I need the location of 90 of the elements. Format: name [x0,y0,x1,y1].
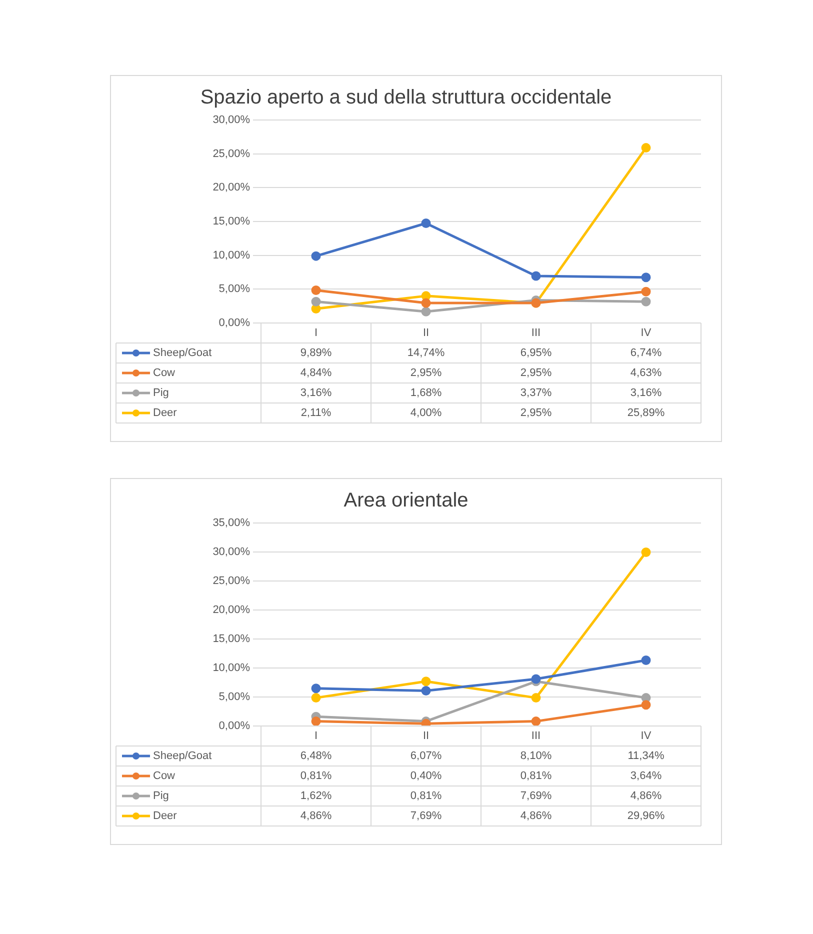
point [421,306,431,316]
point [531,693,541,703]
x-tick-label: III [531,730,541,742]
data-label: 0,81% [520,770,552,782]
data-label: 1,62% [300,790,332,802]
y-tick-label: 20,00% [212,182,250,194]
y-tick-label: 0,00% [218,317,250,330]
data-label: 4,86% [300,810,332,822]
data-label: 11,34% [628,750,664,762]
data-label: 6,48% [300,750,332,762]
legend-label: Cow [153,367,176,380]
data-label: 3,64% [630,770,662,782]
y-tick-label: 15,00% [212,216,250,228]
data-label: 0,40% [410,770,442,782]
x-tick-label: I [314,730,318,742]
y-tick-label: 10,00% [212,249,250,262]
point [311,693,321,703]
point [641,143,651,153]
data-label: 2,95% [410,367,442,380]
legend-label: Pig [153,790,169,802]
point [531,674,541,684]
chart-title: Spazio aperto a sud della struttura occidentale [200,86,612,109]
y-tick-label: 5,00% [218,283,250,296]
point [311,684,321,694]
y-tick-label: 20,00% [212,604,250,616]
data-label: 4,63% [630,367,662,380]
point [641,700,651,710]
legend-label: Deer [153,407,178,420]
legend-label: Deer [153,810,178,822]
data-label: 3,16% [630,387,662,400]
data-label: 4,86% [520,810,552,822]
data-label: 4,86% [630,790,662,802]
data-label: 6,95% [520,347,552,360]
data-label: 2,11% [300,407,332,420]
data-label: 2,95% [520,407,552,420]
y-tick-label: 5,00% [218,691,250,704]
point [421,298,431,308]
y-tick-label: 30,00% [212,114,250,126]
point [311,286,321,295]
point [421,291,431,301]
point [641,296,651,306]
point [641,272,651,282]
data-label: 7,69% [520,790,552,802]
y-tick-label: 35,00% [212,517,250,530]
point [311,304,321,314]
data-label: 3,16% [300,387,332,400]
point [641,286,651,296]
x-tick-label: IV [640,327,652,340]
legend-label: Cow [153,770,176,782]
y-tick-label: 25,00% [212,575,250,588]
data-label: 25,89% [627,407,665,420]
x-tick-label: II [422,730,430,742]
data-label: 6,07% [410,750,442,762]
y-tick-label: 15,00% [212,633,250,646]
legend-label: Sheep/Goat [153,347,212,360]
x-tick-label: III [531,327,541,340]
data-label: 9,89% [300,347,332,360]
y-tick-label: 0,00% [218,720,250,732]
point [531,271,541,281]
data-label: 4,84% [300,367,332,380]
point [311,716,321,726]
y-tick-label: 10,00% [212,662,250,674]
point [311,296,321,306]
data-label: 4,00% [410,407,442,420]
legend-label: Pig [153,387,169,400]
data-label: 7,69% [410,810,442,822]
data-label: 14,74% [407,347,445,360]
x-tick-label: IV [640,730,652,742]
point [421,686,431,696]
point [421,218,431,228]
point [641,693,651,703]
data-label: 3,37% [520,387,552,400]
x-tick-label: II [422,327,430,340]
point [421,676,431,686]
point [311,251,321,261]
data-label: 2,95% [520,367,552,380]
data-label: 8,10% [520,750,552,762]
data-label: 1,68% [410,387,442,400]
legend-label: Sheep/Goat [153,750,212,762]
x-tick-label: I [314,327,318,340]
data-label: 0,81% [410,790,442,802]
chart-title: Area orientale [344,490,468,512]
y-tick-label: 25,00% [212,148,250,160]
y-tick-label: 30,00% [212,546,250,558]
data-label: 0,81% [300,770,332,782]
point [641,547,651,557]
point [531,716,541,726]
data-label: 6,74% [630,347,662,360]
point [641,655,651,665]
data-label: 29,96% [627,810,665,822]
